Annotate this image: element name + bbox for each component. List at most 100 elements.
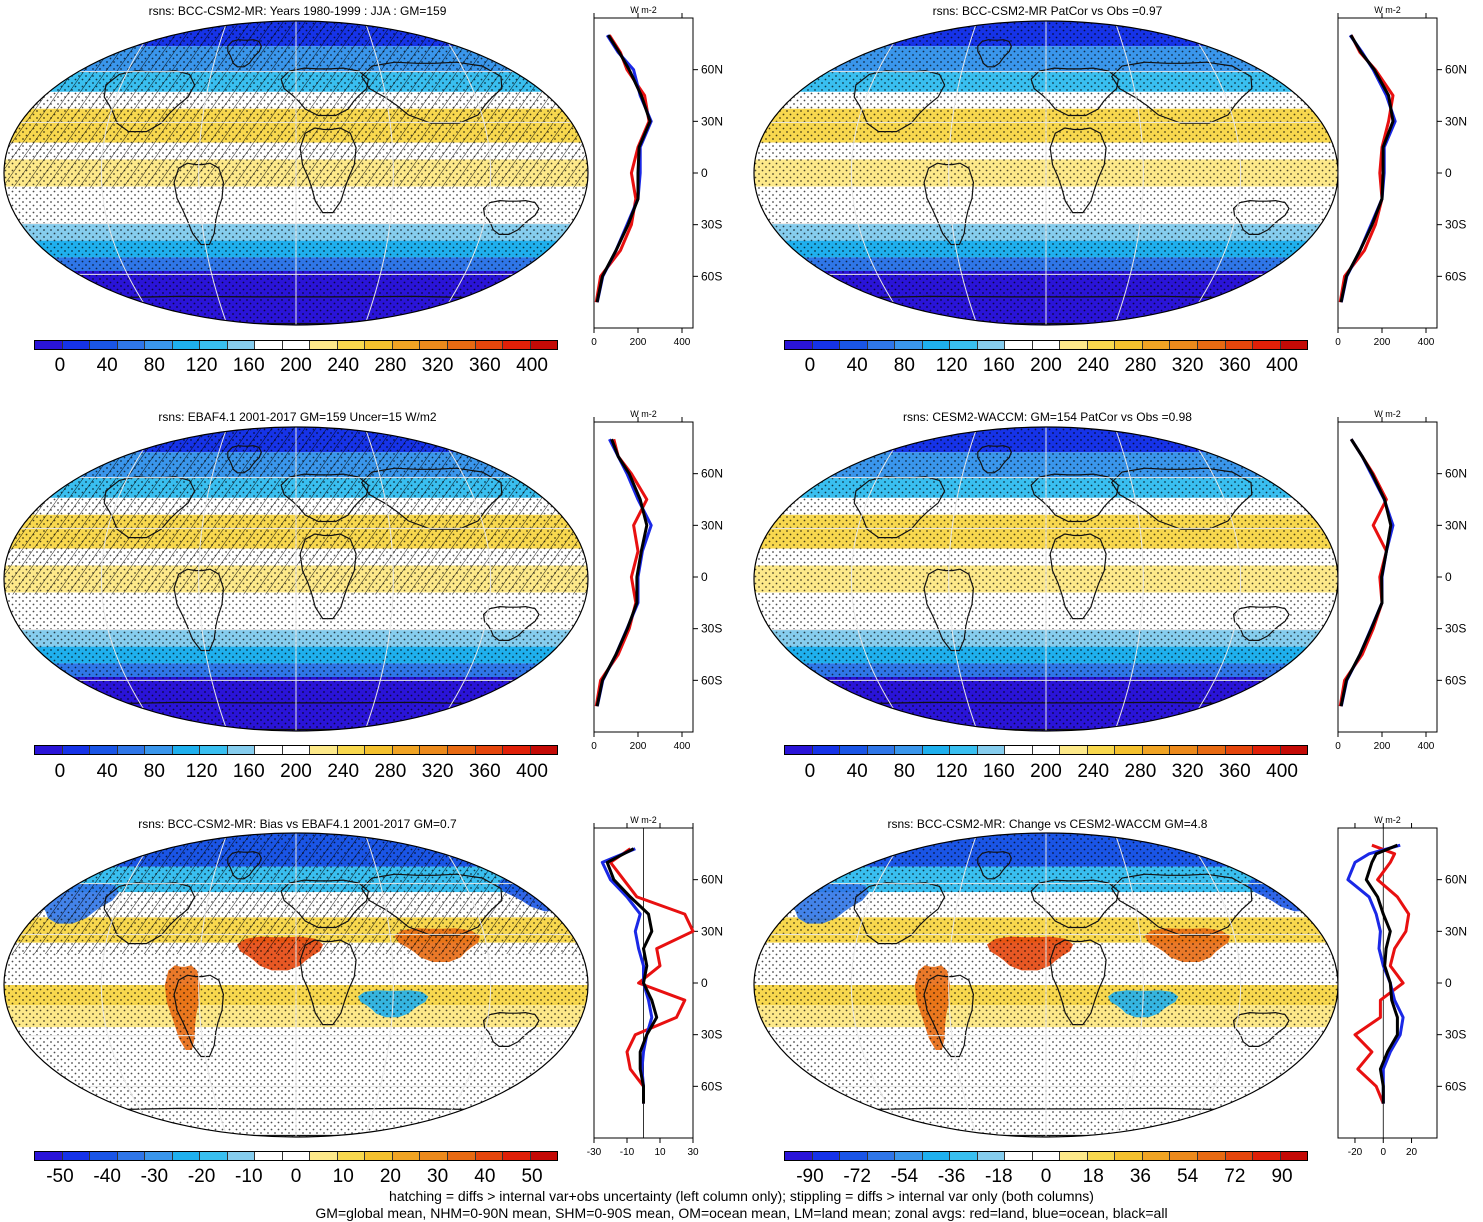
coastline (299, 127, 357, 214)
coastline (299, 939, 357, 1026)
colorbar-swatch (117, 341, 146, 349)
latitude-tick-label: 60N (1445, 467, 1467, 481)
coastline (923, 974, 975, 1058)
colorbar-swatch (392, 1152, 421, 1160)
colorbar-tick-label: 40 (474, 1166, 496, 1187)
colorbar-swatch (1142, 746, 1171, 754)
zonal-plot-frame (1337, 421, 1438, 733)
zonal-ocean-series (600, 847, 654, 1104)
colorbar-tick-label: -18 (985, 1166, 1013, 1187)
world-map (753, 832, 1339, 1138)
panel-title: rsns: BCC-CSM2-MR: Bias vs EBAF4.1 2001-… (138, 817, 457, 831)
world-map (3, 20, 589, 326)
colorbar-swatch (392, 746, 421, 754)
colorbar-tick-label: -50 (46, 1166, 74, 1187)
panel-title: rsns: EBAF4.1 2001-2017 GM=159 Uncer=15 … (158, 410, 437, 424)
colorbar-swatch (1142, 1152, 1171, 1160)
latitude-tick-label: 30N (701, 114, 723, 128)
zonal-x-tick-label: 0 (1380, 1147, 1386, 1158)
colorbar-tick-label: 320 (1171, 355, 1204, 376)
colorbar-swatch (117, 1152, 146, 1160)
zonal-all-series (1364, 843, 1399, 1104)
coastline (923, 162, 975, 246)
coastline (1049, 533, 1107, 620)
colorbar-swatch (200, 1152, 228, 1160)
zonal-all-series (1339, 438, 1393, 707)
map-outline (3, 832, 589, 1138)
world-map (753, 426, 1339, 732)
colorbar-tick-label: 400 (1266, 761, 1298, 782)
colorbar-swatch (117, 746, 146, 754)
coastline (360, 873, 503, 936)
colorbar-swatch (1253, 746, 1281, 754)
colorbar-tick-label: 240 (1077, 355, 1110, 376)
colorbar-swatch (1170, 1152, 1198, 1160)
colorbar-tick-label: 80 (143, 355, 165, 376)
colorbar-tick-label: 0 (804, 355, 816, 376)
colorbar-tick-label: 240 (327, 761, 360, 782)
zonal-x-tick-label: 0 (591, 741, 597, 752)
zonal-unit-label: W m-2 (1374, 409, 1401, 419)
colorbar-tick-label: 280 (1124, 355, 1157, 376)
colorbar-tick-label: 200 (1030, 355, 1062, 376)
zonal-mean-plot: W m-2 -20 0 20 60N 30N 0 30S 60S (1337, 815, 1467, 1158)
colorbar-swatch (812, 1152, 841, 1160)
latitude-tick-label: 60S (701, 673, 722, 687)
zonal-plot-frame (593, 17, 694, 329)
colorbar-tick-label: 50 (521, 1166, 543, 1187)
colorbar-tick-label: 320 (421, 355, 454, 376)
colorbar-tick-label: 80 (893, 355, 915, 376)
colorbar-tick-label: 0 (804, 761, 816, 782)
zonal-unit-label: W m-2 (1374, 5, 1401, 15)
colorbar-swatch (1060, 341, 1088, 349)
colorbar-tick-label: 200 (1030, 761, 1062, 782)
coastline (482, 199, 540, 235)
zonal-x-tick-label: 200 (630, 337, 647, 348)
colorbar-swatch (1005, 746, 1033, 754)
colorbar-swatch (1253, 1152, 1281, 1160)
colorbar-swatch (950, 1152, 978, 1160)
colorbar-tick-label: 90 (1271, 1166, 1293, 1187)
world-map (753, 20, 1339, 326)
map-outline (3, 426, 589, 732)
zonal-x-tick-label: 400 (1418, 741, 1435, 752)
colorbar-swatch (895, 1152, 923, 1160)
colorbar-tick-label: 160 (982, 355, 1015, 376)
colorbar-swatch (62, 341, 91, 349)
colorbar-swatch (282, 341, 311, 349)
coastline (1049, 939, 1107, 1026)
colorbar-swatch (922, 1152, 951, 1160)
coastline (227, 851, 262, 880)
zonal-x-tick-label: 400 (674, 741, 691, 752)
colorbar-swatch (1253, 341, 1281, 349)
colorbar-tick-label: 40 (96, 761, 118, 782)
colorbar-tick-label: 400 (1266, 355, 1298, 376)
zonal-plot-frame (1337, 17, 1438, 329)
colorbar-swatch (503, 746, 531, 754)
footer-note-line1: hatching = diffs > internal var+obs unce… (389, 1188, 1094, 1204)
zonal-x-tick-label: 0 (591, 337, 597, 348)
panel-title: rsns: BCC-CSM2-MR: Years 1980-1999 : JJA… (148, 4, 447, 18)
zonal-unit-label: W m-2 (630, 815, 657, 825)
colorbar-tick-label: -54 (890, 1166, 919, 1187)
coastline (227, 445, 262, 474)
coastline (173, 568, 225, 652)
colorbar-tick-label: 160 (232, 355, 265, 376)
coastline (360, 61, 503, 124)
latitude-tick-label: 60S (1445, 1079, 1466, 1093)
colorbar-swatch (35, 341, 63, 349)
colorbar-swatch (1197, 1152, 1226, 1160)
colorbar-swatch (1005, 341, 1033, 349)
colorbar-labels: 0 40 80 120 160 200 240 280 320 360 400 (34, 761, 558, 783)
latitude-tick-label: 60N (701, 873, 723, 887)
colorbar-swatch (785, 1152, 813, 1160)
colorbar-swatch (337, 746, 366, 754)
zonal-x-tick-label: 200 (1374, 337, 1391, 348)
colorbar-tick-label: -20 (187, 1166, 216, 1187)
latitude-tick-label: 30N (1445, 114, 1467, 128)
colorbar-swatch (840, 1152, 868, 1160)
colorbar-tick-label: -90 (796, 1166, 824, 1187)
colorbar-swatch (1170, 341, 1198, 349)
coastline (280, 473, 370, 523)
zonal-x-tick-label: -30 (587, 1147, 602, 1158)
